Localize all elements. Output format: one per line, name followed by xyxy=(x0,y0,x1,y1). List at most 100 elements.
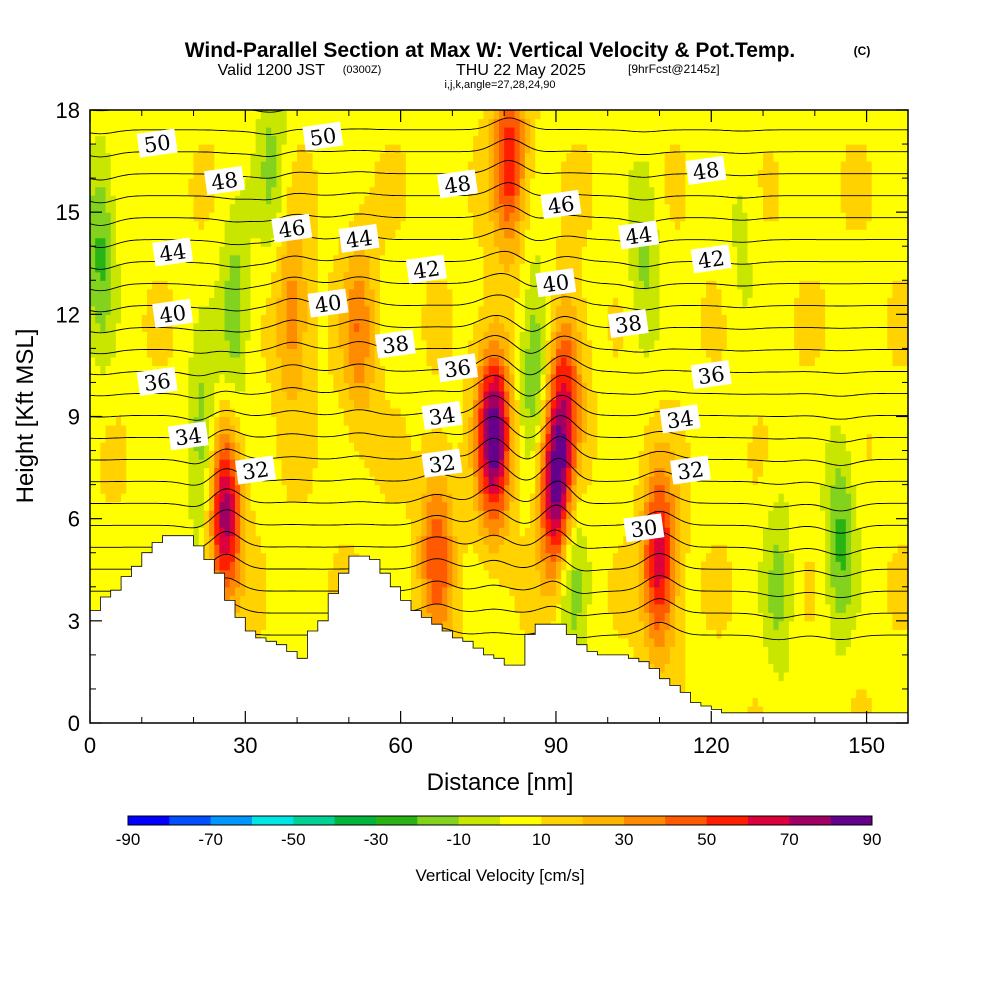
field-cell xyxy=(224,535,231,545)
field-cell xyxy=(374,169,381,179)
field-cell xyxy=(348,271,355,281)
field-cell xyxy=(255,152,262,162)
field-cell xyxy=(431,195,438,205)
field-cell xyxy=(364,305,371,315)
field-cell xyxy=(162,390,169,401)
field-cell xyxy=(214,127,221,137)
field-cell xyxy=(374,220,381,230)
field-cell xyxy=(90,459,96,469)
field-cell xyxy=(105,254,112,264)
field-cell xyxy=(322,229,329,239)
field-cell xyxy=(90,535,96,545)
field-cell xyxy=(193,237,200,247)
field-cell xyxy=(234,535,241,545)
field-cell xyxy=(183,127,189,137)
field-cell xyxy=(260,220,267,230)
field-cell xyxy=(152,450,158,460)
field-cell xyxy=(152,339,158,349)
field-cell xyxy=(229,203,236,213)
field-cell xyxy=(379,110,386,120)
field-cell xyxy=(260,169,267,179)
field-cell xyxy=(297,365,303,375)
field-cell xyxy=(224,586,231,596)
field-cell xyxy=(250,280,257,290)
field-cell xyxy=(245,118,252,128)
field-cell xyxy=(146,501,153,511)
field-cell xyxy=(162,442,169,452)
field-cell xyxy=(229,501,236,511)
field-cell xyxy=(442,493,448,503)
field-cell xyxy=(224,450,231,460)
field-cell xyxy=(348,152,355,162)
field-cell xyxy=(234,280,241,290)
field-cell xyxy=(214,246,221,256)
field-cell xyxy=(442,620,448,630)
field-cell xyxy=(431,518,438,528)
field-cell xyxy=(416,110,422,120)
field-cell xyxy=(297,544,303,554)
field-cell xyxy=(203,501,210,511)
field-cell xyxy=(271,263,277,273)
field-cell xyxy=(100,331,107,341)
field-cell xyxy=(426,425,433,435)
field-cell xyxy=(162,229,169,239)
field-cell xyxy=(291,620,298,630)
field-cell xyxy=(115,322,122,332)
field-cell xyxy=(110,331,117,341)
field-cell xyxy=(141,459,148,469)
field-cell xyxy=(255,110,262,120)
field-cell xyxy=(266,212,272,222)
field-cell xyxy=(250,152,257,162)
field-cell xyxy=(421,501,428,511)
field-cell xyxy=(136,561,143,571)
field-cell xyxy=(276,612,283,622)
field-cell xyxy=(379,510,386,520)
field-cell xyxy=(245,288,252,298)
field-cell xyxy=(322,442,329,452)
field-cell xyxy=(385,450,391,460)
field-cell xyxy=(198,373,205,384)
field-cell xyxy=(276,493,283,503)
field-cell xyxy=(374,552,381,562)
field-cell xyxy=(245,373,252,384)
field-cell xyxy=(307,365,314,375)
field-cell xyxy=(317,356,324,367)
field-cell xyxy=(183,407,189,418)
field-cell xyxy=(229,595,236,605)
field-cell xyxy=(276,373,283,384)
field-cell xyxy=(250,161,257,171)
field-cell xyxy=(405,373,412,384)
field-cell xyxy=(167,459,174,469)
field-cell xyxy=(167,501,174,511)
field-cell xyxy=(416,467,422,477)
field-cell xyxy=(374,527,381,537)
field-cell xyxy=(291,433,298,443)
field-cell xyxy=(297,433,303,443)
field-cell xyxy=(379,314,386,324)
field-cell xyxy=(385,373,391,384)
field-cell xyxy=(240,118,246,128)
field-cell xyxy=(374,373,381,384)
field-cell xyxy=(90,365,96,375)
field-cell xyxy=(385,365,391,375)
field-cell xyxy=(317,399,324,409)
field-cell xyxy=(379,433,386,443)
field-cell xyxy=(152,416,158,426)
field-cell xyxy=(348,212,355,222)
field-cell xyxy=(390,288,397,298)
field-cell xyxy=(281,263,288,273)
field-cell xyxy=(178,348,184,358)
field-cell xyxy=(146,331,153,341)
field-cell xyxy=(136,535,143,545)
field-cell xyxy=(240,365,246,375)
field-cell xyxy=(302,433,309,443)
field-cell xyxy=(307,314,314,324)
field-cell xyxy=(188,220,195,230)
field-cell xyxy=(126,561,133,571)
field-cell xyxy=(317,459,324,469)
field-cell xyxy=(333,220,340,230)
field-cell xyxy=(416,144,422,154)
field-cell xyxy=(90,527,96,537)
field-cell xyxy=(121,161,127,171)
field-cell xyxy=(431,186,438,196)
